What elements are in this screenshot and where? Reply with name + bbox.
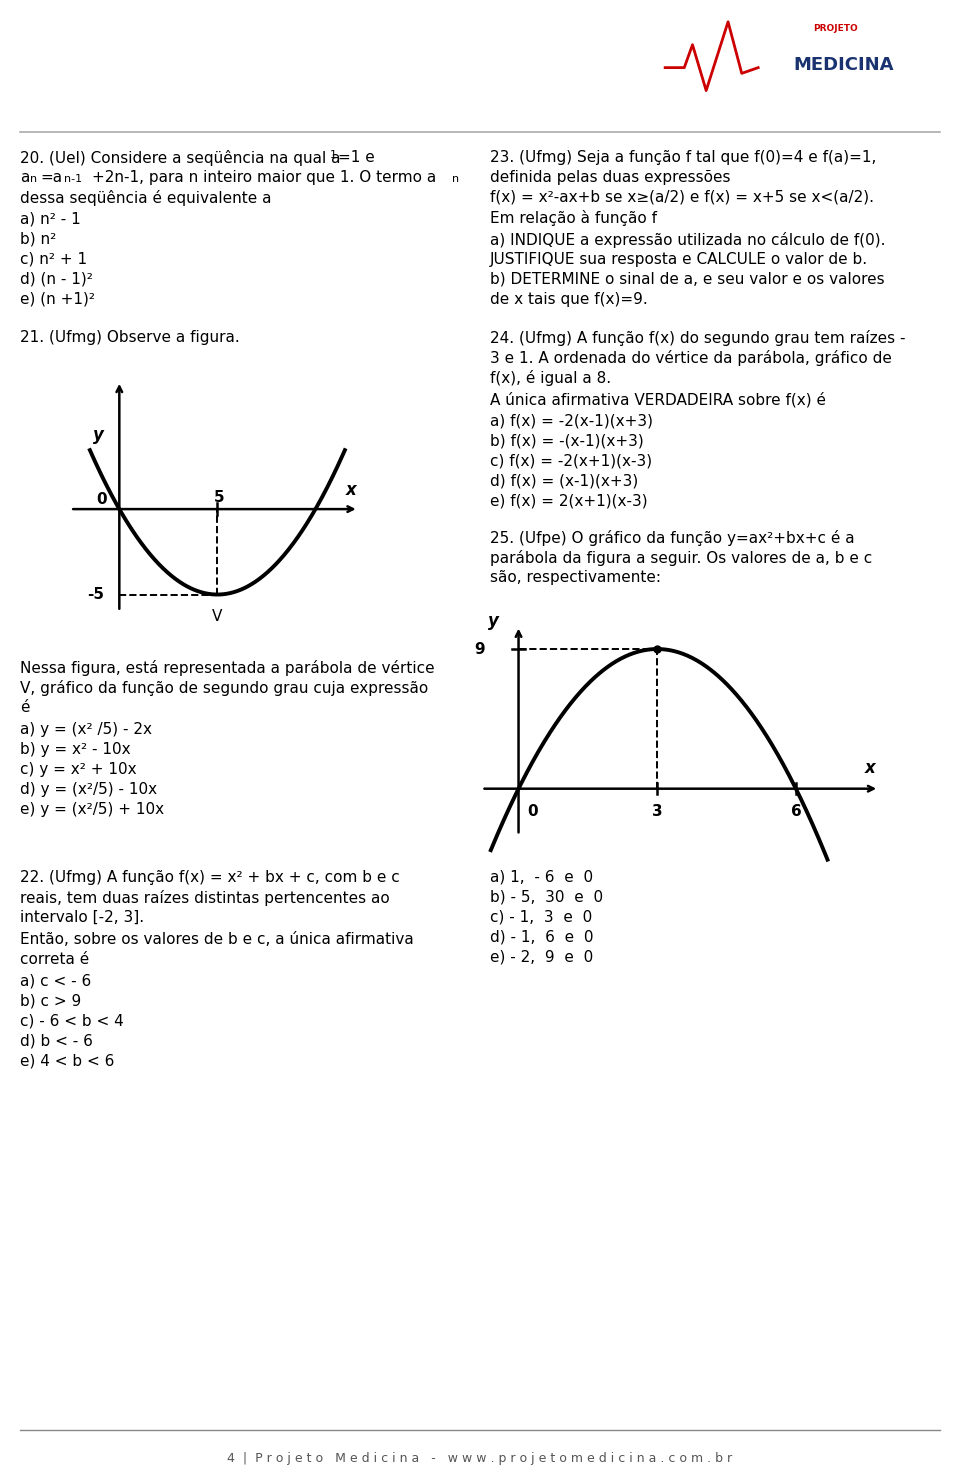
Text: e) f(x) = 2(x+1)(x-3): e) f(x) = 2(x+1)(x-3) <box>490 495 648 509</box>
Text: V, gráfico da função de segundo grau cuja expressão: V, gráfico da função de segundo grau cuj… <box>20 680 428 696</box>
Text: b) y = x² - 10x: b) y = x² - 10x <box>20 742 131 757</box>
Text: 22. (Ufmg) A função f(x) = x² + bx + c, com b e c: 22. (Ufmg) A função f(x) = x² + bx + c, … <box>20 869 399 886</box>
Text: d) y = (x²/5) - 10x: d) y = (x²/5) - 10x <box>20 782 157 797</box>
Text: x: x <box>864 760 876 778</box>
Text: e) (n +1)²: e) (n +1)² <box>20 292 95 307</box>
Text: de x tais que f(x)=9.: de x tais que f(x)=9. <box>490 292 648 307</box>
Text: 24. (Ufmg) A função f(x) do segundo grau tem raízes -: 24. (Ufmg) A função f(x) do segundo grau… <box>490 330 905 347</box>
Text: d) b < - 6: d) b < - 6 <box>20 1034 93 1049</box>
Text: f(x), é igual a 8.: f(x), é igual a 8. <box>490 370 612 387</box>
Text: e) - 2,  9  e  0: e) - 2, 9 e 0 <box>490 949 593 966</box>
Text: b) DETERMINE o sinal de a, e seu valor e os valores: b) DETERMINE o sinal de a, e seu valor e… <box>490 273 884 287</box>
Text: 9: 9 <box>474 641 485 656</box>
Text: 3 e 1. A ordenada do vértice da parábola, gráfico de: 3 e 1. A ordenada do vértice da parábola… <box>490 350 892 366</box>
Text: 6: 6 <box>790 804 802 819</box>
Text: dessa seqüência é equivalente a: dessa seqüência é equivalente a <box>20 190 272 206</box>
Text: n: n <box>30 173 37 184</box>
Text: PROJETO: PROJETO <box>813 25 857 34</box>
Text: parábola da figura a seguir. Os valores de a, b e c: parábola da figura a seguir. Os valores … <box>490 549 873 566</box>
Text: 21. (Ufmg) Observe a figura.: 21. (Ufmg) Observe a figura. <box>20 330 240 345</box>
Text: 1: 1 <box>330 150 337 160</box>
Text: a) n² - 1: a) n² - 1 <box>20 212 81 227</box>
Text: d) (n - 1)²: d) (n - 1)² <box>20 273 93 287</box>
Text: d) f(x) = (x-1)(x+3): d) f(x) = (x-1)(x+3) <box>490 474 638 489</box>
Text: 0: 0 <box>97 492 108 507</box>
Text: a) f(x) = -2(x-1)(x+3): a) f(x) = -2(x-1)(x+3) <box>490 415 653 429</box>
Text: a: a <box>20 170 30 185</box>
Text: a) 1,  - 6  e  0: a) 1, - 6 e 0 <box>490 869 593 886</box>
Text: f(x) = x²-ax+b se x≥(a/2) e f(x) = x+5 se x<(a/2).: f(x) = x²-ax+b se x≥(a/2) e f(x) = x+5 s… <box>490 190 874 204</box>
Text: a) INDIQUE a expressão utilizada no cálculo de f(0).: a) INDIQUE a expressão utilizada no cálc… <box>490 233 885 247</box>
Text: c) f(x) = -2(x+1)(x-3): c) f(x) = -2(x+1)(x-3) <box>490 455 652 469</box>
Text: são, respectivamente:: são, respectivamente: <box>490 570 661 585</box>
Text: n-1: n-1 <box>64 173 83 184</box>
Text: x: x <box>346 481 356 499</box>
Text: MEDICINA: MEDICINA <box>794 56 894 74</box>
Text: b) n²: b) n² <box>20 233 57 247</box>
Text: Então, sobre os valores de b e c, a única afirmativa: Então, sobre os valores de b e c, a únic… <box>20 932 414 946</box>
Text: 3: 3 <box>652 804 662 819</box>
Text: c) - 6 < b < 4: c) - 6 < b < 4 <box>20 1014 124 1029</box>
Text: 0: 0 <box>527 804 538 819</box>
Text: 5: 5 <box>213 490 225 505</box>
Text: b) c > 9: b) c > 9 <box>20 994 82 1009</box>
Text: 23. (Ufmg) Seja a função f tal que f(0)=4 e f(a)=1,: 23. (Ufmg) Seja a função f tal que f(0)=… <box>490 150 876 164</box>
Text: b) f(x) = -(x-1)(x+3): b) f(x) = -(x-1)(x+3) <box>490 434 644 449</box>
Text: +2n-1, para n inteiro maior que 1. O termo a: +2n-1, para n inteiro maior que 1. O ter… <box>92 170 436 185</box>
Text: n: n <box>452 173 459 184</box>
Text: 20. (Uel) Considere a seqüência na qual a: 20. (Uel) Considere a seqüência na qual … <box>20 150 341 166</box>
Text: V: V <box>212 609 223 625</box>
Text: b) - 5,  30  e  0: b) - 5, 30 e 0 <box>490 890 603 905</box>
Text: e) 4 < b < 6: e) 4 < b < 6 <box>20 1054 114 1069</box>
Text: y: y <box>488 613 499 631</box>
Text: JUSTIFIQUE sua resposta e CALCULE o valor de b.: JUSTIFIQUE sua resposta e CALCULE o valo… <box>490 252 868 267</box>
Text: -5: -5 <box>87 586 104 603</box>
Text: Nessa figura, está representada a parábola de vértice: Nessa figura, está representada a parábo… <box>20 661 435 675</box>
Text: reais, tem duas raízes distintas pertencentes ao: reais, tem duas raízes distintas pertenc… <box>20 890 390 906</box>
Text: 4  |  P r o j e t o   M e d i c i n a   -   w w w . p r o j e t o m e d i c i n : 4 | P r o j e t o M e d i c i n a - w w … <box>228 1451 732 1465</box>
Text: correta é: correta é <box>20 952 89 967</box>
Text: A única afirmativa VERDADEIRA sobre f(x) é: A única afirmativa VERDADEIRA sobre f(x)… <box>490 392 826 407</box>
Text: a) y = (x² /5) - 2x: a) y = (x² /5) - 2x <box>20 723 152 738</box>
Text: c) y = x² + 10x: c) y = x² + 10x <box>20 763 136 778</box>
Text: y: y <box>93 425 104 444</box>
Text: =a: =a <box>40 170 62 185</box>
Text: 25. (Ufpe) O gráfico da função y=ax²+bx+c é a: 25. (Ufpe) O gráfico da função y=ax²+bx+… <box>490 530 854 546</box>
Text: c) n² + 1: c) n² + 1 <box>20 252 87 267</box>
Text: e) y = (x²/5) + 10x: e) y = (x²/5) + 10x <box>20 803 164 818</box>
Text: a) c < - 6: a) c < - 6 <box>20 974 91 989</box>
Text: definida pelas duas expressões: definida pelas duas expressões <box>490 170 731 185</box>
Text: intervalo [-2, 3].: intervalo [-2, 3]. <box>20 909 144 926</box>
Text: =1 e: =1 e <box>338 150 374 164</box>
Text: é: é <box>20 701 30 715</box>
Text: c) - 1,  3  e  0: c) - 1, 3 e 0 <box>490 909 592 926</box>
Text: Em relação à função f: Em relação à função f <box>490 210 657 227</box>
Text: d) - 1,  6  e  0: d) - 1, 6 e 0 <box>490 930 593 945</box>
